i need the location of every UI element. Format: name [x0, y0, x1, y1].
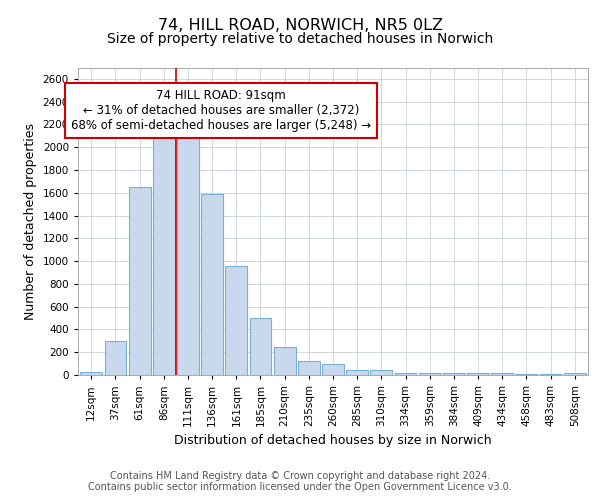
Bar	[104, 341, 127, 375]
Text: Contains public sector information licensed under the Open Government Licence v3: Contains public sector information licen…	[88, 482, 512, 492]
Bar	[419, 372, 440, 375]
Bar	[443, 374, 465, 375]
Text: Contains HM Land Registry data © Crown copyright and database right 2024.: Contains HM Land Registry data © Crown c…	[110, 471, 490, 481]
Bar	[467, 374, 489, 375]
Bar	[274, 346, 296, 375]
Text: 74, HILL ROAD, NORWICH, NR5 0LZ: 74, HILL ROAD, NORWICH, NR5 0LZ	[157, 18, 443, 32]
Bar	[177, 132, 199, 375]
Text: 74 HILL ROAD: 91sqm
← 31% of detached houses are smaller (2,372)
68% of semi-det: 74 HILL ROAD: 91sqm ← 31% of detached ho…	[71, 89, 371, 132]
Bar	[370, 370, 392, 375]
Bar	[322, 364, 344, 375]
Bar	[250, 318, 271, 375]
Bar	[153, 130, 175, 375]
Bar	[346, 370, 368, 375]
X-axis label: Distribution of detached houses by size in Norwich: Distribution of detached houses by size …	[174, 434, 492, 448]
Bar	[201, 194, 223, 375]
Bar	[539, 374, 562, 375]
Y-axis label: Number of detached properties: Number of detached properties	[24, 122, 37, 320]
Bar	[395, 372, 416, 375]
Bar	[564, 372, 586, 375]
Bar	[80, 372, 102, 375]
Bar	[298, 361, 320, 375]
Bar	[226, 266, 247, 375]
Bar	[515, 374, 537, 375]
Text: Size of property relative to detached houses in Norwich: Size of property relative to detached ho…	[107, 32, 493, 46]
Bar	[129, 187, 151, 375]
Bar	[491, 374, 513, 375]
